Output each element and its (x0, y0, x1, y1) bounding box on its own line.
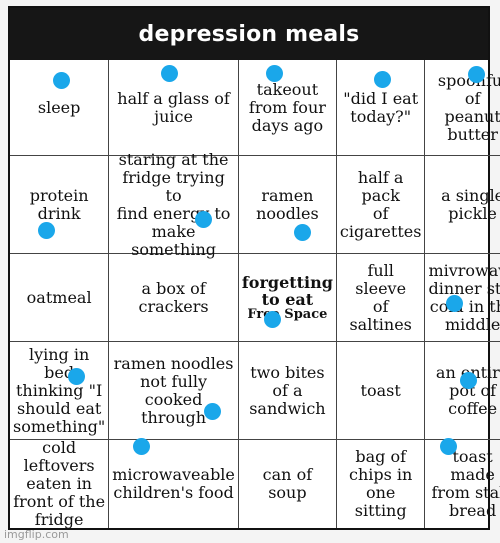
marker-dot (293, 224, 311, 241)
cell-label: sleep (37, 97, 81, 117)
cell-label: forgetting to eat Free Space (242, 274, 333, 321)
cell-label: full sleeve of saltines (349, 260, 412, 334)
cell-label: oatmeal (26, 287, 92, 307)
bingo-cell-cigarettes[interactable]: half a pack of cigarettes (336, 156, 426, 254)
bingo-cell-oatmeal[interactable]: oatmeal (10, 254, 110, 342)
cell-label: bag of chips in one sitting (349, 447, 413, 520)
bingo-cell-microwave-dinner[interactable]: mivrowave dinner still cold in the middl… (425, 254, 500, 342)
cell-label: ramen noodles not fully cooked through (113, 353, 234, 427)
cell-label: can of soup (262, 465, 313, 502)
bingo-cell-chips[interactable]: bag of chips in one sitting (337, 440, 426, 528)
bingo-cell-toast[interactable]: toast (336, 342, 426, 440)
bingo-cell-can-of-soup[interactable]: can of soup (239, 440, 337, 528)
bingo-cell-childrens-food[interactable]: microwaveable children's food (109, 438, 239, 528)
cell-label: microwaveable children's food (112, 465, 235, 502)
marker-dot (263, 311, 281, 328)
cell-label: toast (360, 380, 401, 400)
bingo-cell-protein-drink[interactable]: protein drink (10, 156, 110, 254)
bingo-card: depression meals sleep half a glass of j… (8, 6, 500, 530)
marker-dot (446, 295, 464, 312)
free-space-text: forgetting to eat (241, 273, 333, 309)
cell-label: "did I eat today?" (343, 88, 419, 126)
cell-label: lying in bed thinking "I should eat some… (13, 344, 106, 436)
bingo-grid: sleep half a glass of juice takeout from… (10, 60, 500, 529)
bingo-cell-staring-fridge[interactable]: staring at the fridge trying to find ene… (109, 150, 239, 258)
bingo-cell-half-glass-juice[interactable]: half a glass of juice (109, 60, 239, 156)
cell-label: takeout from four days ago (248, 79, 326, 135)
marker-dot (161, 65, 179, 82)
bingo-cell-ramen-noodles[interactable]: ramen noodles (238, 156, 337, 254)
bingo-cell-peanut-butter[interactable]: spoonful of peanut butter (425, 60, 500, 156)
card-title: depression meals (10, 8, 488, 60)
cell-label: a single pickle (441, 185, 500, 223)
bingo-cell-pickle[interactable]: a single pickle (425, 156, 500, 254)
bingo-cell-takeout[interactable]: takeout from four days ago (238, 60, 337, 156)
marker-dot (133, 438, 151, 455)
marker-dot (373, 71, 391, 88)
cell-label: ramen noodles (256, 185, 319, 223)
marker-dot (38, 222, 55, 239)
bingo-cell-sleep[interactable]: sleep (10, 60, 110, 156)
bingo-cell-did-i-eat[interactable]: "did I eat today?" (336, 60, 426, 156)
bingo-cell-ramen-uncooked[interactable]: ramen noodles not fully cooked through (109, 342, 239, 440)
cell-label: toast made from stale bread (431, 447, 500, 520)
marker-dot (195, 211, 213, 228)
bingo-cell-saltines[interactable]: full sleeve of saltines (336, 254, 426, 342)
cell-label: protein drink (29, 185, 89, 223)
cell-label: staring at the fridge trying to find ene… (116, 149, 231, 259)
marker-dot (460, 372, 478, 389)
cell-label: a box of crackers (138, 278, 209, 316)
bingo-cell-lying-in-bed[interactable]: lying in bed thinking "I should eat some… (10, 342, 110, 440)
bingo-cell-coffee[interactable]: an entire pot of coffee (425, 342, 500, 440)
free-space-label: Free Space (247, 307, 328, 322)
marker-dot (68, 368, 85, 385)
cell-label: two bites of a sandwich (249, 362, 326, 418)
cell-label: cold leftovers eaten in front of the fri… (13, 438, 106, 529)
marker-dot (204, 403, 222, 420)
marker-dot (265, 65, 283, 82)
cell-label: half a pack of cigarettes (339, 167, 422, 241)
bingo-cell-cold-leftovers[interactable]: cold leftovers eaten in front of the fri… (10, 438, 110, 529)
marker-dot (53, 72, 70, 89)
marker-dot (440, 438, 458, 455)
watermark: imgflip.com (4, 528, 69, 541)
cell-label: mivrowave dinner still cold in the middl… (428, 260, 500, 334)
cell-label: an entire pot of coffee (435, 362, 500, 418)
cell-label: spoonful of peanut butter (437, 70, 500, 144)
marker-dot (468, 66, 486, 83)
bingo-cell-free-space[interactable]: forgetting to eat Free Space (238, 254, 337, 342)
bingo-cell-sandwich[interactable]: two bites of a sandwich (238, 342, 337, 440)
cell-label: half a glass of juice (117, 88, 230, 126)
bingo-cell-crackers[interactable]: a box of crackers (109, 254, 239, 342)
bingo-cell-stale-toast[interactable]: toast made from stale bread (425, 438, 500, 528)
